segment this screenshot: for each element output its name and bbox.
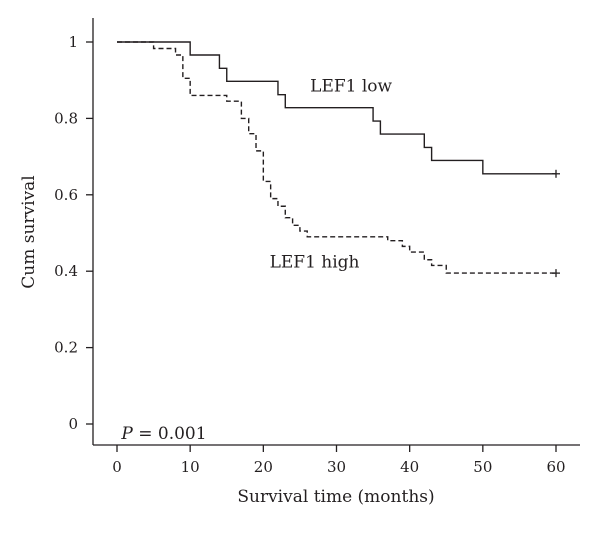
y-tick-label: 0.6 [54,186,78,204]
y-axis-title: Cum survival [19,175,39,289]
x-tick-label: 40 [400,458,419,476]
x-tick-label: 20 [254,458,273,476]
x-axis-title: Survival time (months) [237,487,434,507]
ticks: 0 10 20 30 40 50 60 0 0.2 0.4 0.6 0.8 1 [54,33,565,476]
series-label-lef1-low: LEF1 low [310,77,392,97]
p-value-symbol: P [120,424,133,444]
p-value-annotation: P = 0.001 [120,424,206,444]
survival-curve-lef1-high [117,41,556,274]
p-value-text: = 0.001 [133,424,207,444]
x-tick-label: 10 [181,458,200,476]
y-tick-label: 0 [68,415,78,433]
y-tick-label: 0.2 [54,339,78,357]
x-tick-label: 50 [473,458,492,476]
x-tick-label: 0 [112,458,122,476]
y-tick-label: 0.8 [54,109,78,127]
survival-curve-lef1-low [117,41,556,175]
x-tick-label: 30 [327,458,346,476]
y-tick-label: 0.4 [54,262,78,280]
x-tick-label: 60 [546,458,565,476]
series-label-lef1-high: LEF1 high [270,252,360,272]
curves [117,41,560,278]
y-tick-label: 1 [68,33,78,51]
